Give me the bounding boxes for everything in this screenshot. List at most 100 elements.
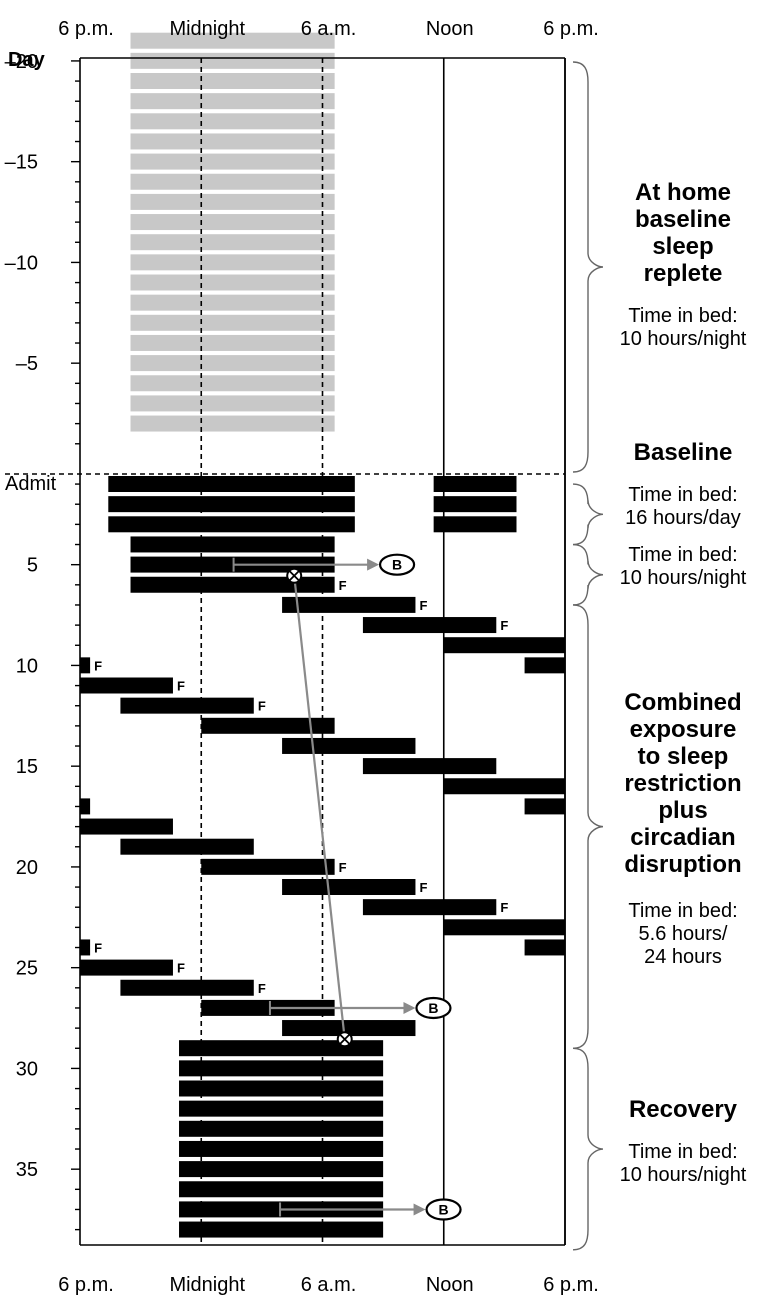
sleep-bar [130,556,335,573]
section-note: 16 hours/day [625,507,741,529]
sleep-bar [443,637,565,654]
section-note: 10 hours/night [620,567,747,589]
b-arrow-head [403,1001,416,1014]
phase-trend-line [293,575,346,1040]
y-axis-layer: –20 –15 –10 –5 5 10 15 20 25 30 35 Day Admit [5,49,80,1231]
section-note: 24 hours [644,946,722,968]
sleep-bar [130,576,335,593]
x-tick-label-top: Midnight [169,18,245,40]
y-tick-label: 20 [16,857,38,879]
sleep-bar [80,798,91,815]
section-brace [572,543,604,606]
section-title: replete [644,260,723,287]
plot-frame-layer [5,57,566,1246]
section-brace [572,483,604,546]
sleep-bar [362,758,497,775]
b-marker-label: B [439,1201,449,1217]
phase-marker-cross [289,570,300,581]
y-tick-label: 10 [16,655,38,677]
sleep-bar [201,999,335,1016]
sleep-bar [80,677,173,694]
section-note: 10 hours/night [620,328,747,350]
x-tick-label-top: 6 p.m. [543,18,599,40]
y-tick-label: –10 [5,252,38,274]
home-sleep-layer [130,32,335,432]
section-note: Time in bed: [628,305,737,327]
y-tick-label: 25 [16,958,38,980]
admit-label: Admit [5,473,57,495]
y-tick-label: 30 [16,1058,38,1080]
home-sleep-bar [130,355,335,372]
section-title: circadian [630,824,735,851]
sleep-bar [179,1120,384,1137]
x-axis-layer: 6 p.m. 6 p.m. Midnight Midnight 6 a.m. 6 a.m.… [58,18,599,1296]
f-marker: F [177,961,185,976]
section-note: Time in bed: [628,484,737,506]
home-sleep-bar [130,173,335,190]
section-title: disruption [624,851,741,878]
x-tick-label-bottom: 6 p.m. [58,1274,114,1296]
y-tick-label: 5 [27,555,38,577]
sleep-bar [108,516,355,533]
section-title: Baseline [634,439,733,466]
section-title: Combined [624,689,741,716]
section-note: 5.6 hours/ [639,923,728,945]
x-tick-label-top: 6 p.m. [58,18,114,40]
section-brace [572,604,604,1049]
home-sleep-bar [130,73,335,89]
section-title: restriction [624,770,741,797]
sleep-bar [120,838,254,855]
b-arrow-head [413,1203,426,1216]
sleep-bar [179,1221,384,1238]
home-sleep-bar [130,193,335,210]
sleep-bar [179,1040,384,1057]
y-tick-label: 15 [16,756,38,778]
sleep-bar [179,1161,384,1178]
y-tick-label: –20 [5,51,38,73]
f-marker: F [94,658,102,673]
sleep-bar [80,818,173,835]
section-title: plus [658,797,707,824]
home-sleep-bar [130,214,335,231]
home-sleep-bar [130,314,335,331]
f-marker: F [258,699,266,714]
section-title: sleep [652,233,713,260]
f-marker: F [177,679,185,694]
section-note: Time in bed: [628,544,737,566]
section-title: exposure [630,716,737,743]
home-sleep-bar [130,32,335,49]
sleep-bar [108,476,355,492]
sleep-bar [201,858,335,875]
home-sleep-bar [130,153,335,170]
f-marker: F [419,598,427,613]
sleep-bar [201,717,335,734]
section-title: baseline [635,206,731,233]
sleep-bar [179,1060,384,1077]
home-sleep-bar [130,133,335,150]
sleep-bar [282,737,416,754]
f-marker: F [94,941,102,956]
sleep-bar [80,959,173,976]
marker-layer: F F F F F F F F F F F F B B B [94,553,508,1221]
sleep-bar [179,1080,384,1097]
section-note: 10 hours/night [620,1164,747,1186]
sleep-bars-layer [80,476,565,1238]
home-sleep-bar [130,395,335,412]
sleep-bar [282,596,416,613]
y-axis-title: Day [8,49,46,71]
sleep-bar [120,697,254,714]
section-brace [572,1047,604,1251]
home-sleep-bar [130,52,335,69]
home-sleep-bar [130,113,335,130]
b-marker-oval [415,996,452,1020]
home-sleep-bar [130,254,335,271]
sleep-bar [108,496,355,513]
sleep-bar [282,1020,416,1037]
b-marker-oval [425,1198,462,1221]
sleep-bar [524,657,565,674]
sleep-bar [443,919,565,936]
f-marker: F [500,618,508,633]
x-tick-label-bottom: 6 a.m. [301,1274,357,1296]
sleep-bar [282,879,416,895]
